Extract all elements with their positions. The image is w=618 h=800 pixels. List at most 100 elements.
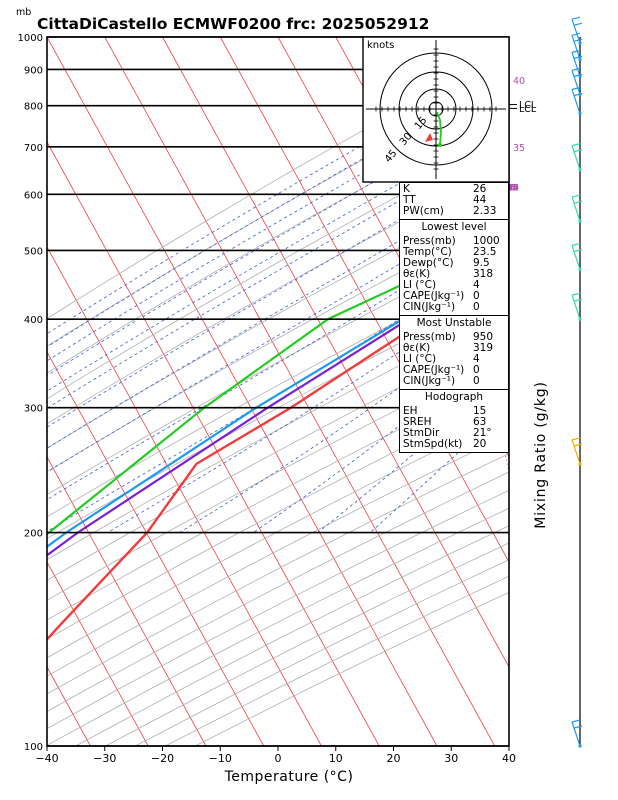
most-unstable-row: CAPE(Jkg⁻¹) 0 [403, 365, 505, 376]
most-unstable-row: Press(mb) 950 [403, 332, 505, 343]
mixing-ratio-label: 16 [507, 183, 519, 193]
most-unstable-label: θε(K) [403, 342, 431, 354]
lowest-level-label: LI (°C) [403, 279, 437, 291]
lowest-level-row: Dewp(°C) 9.5 [403, 258, 505, 269]
dry-adiabat-line [47, 471, 509, 713]
wind-barb-flag [571, 194, 581, 198]
hodograph-box: Hodograph EH 15 SREH 63 StmDir 21° StmSpd(kt) 2… [399, 389, 509, 453]
wind-barb [571, 19, 581, 44]
isotherm-line [47, 246, 322, 746]
lcl-label: LCL [519, 100, 537, 111]
x-tick-label: −10 [209, 752, 232, 765]
lowest-level-label: Temp(°C) [403, 246, 452, 258]
wind-barb-flag [573, 73, 583, 77]
summary-value: 44 [473, 194, 487, 206]
most-unstable-label: LI (°C) [403, 353, 437, 365]
x-tick-label: 20 [387, 752, 401, 765]
wind-barb-flag [571, 32, 581, 36]
most-unstable-row: LI (°C) 4 [403, 354, 505, 365]
wind-barb-flag [571, 242, 581, 247]
hodograph-value: 15 [473, 405, 487, 417]
pressure-tick-label: 600 [24, 190, 43, 201]
chart-title: CittaDiCastello ECMWF0200 frc: 202505291… [37, 15, 429, 33]
pressure-tick-label: 300 [24, 404, 43, 415]
pressure-tick-label: 800 [24, 102, 43, 113]
mixing-ratio-label: 14 [507, 183, 519, 193]
parcel-profile-line [47, 253, 509, 557]
isotherm-line [567, 37, 618, 746]
hodograph-row: StmDir 21° [403, 428, 505, 439]
mixing-ratio-label: 18 [507, 183, 519, 193]
lowest-level-label: CAPE(Jkg⁻¹) [403, 290, 465, 302]
wind-barb-flag [571, 16, 581, 20]
x-tick-label: −40 [35, 752, 58, 765]
wind-barb-flag [573, 38, 583, 42]
pressure-tick-label: 900 [24, 65, 43, 76]
mixing-ratio-label: 3 [510, 183, 516, 193]
wind-barb [571, 294, 581, 320]
lowest-level-box: Lowest level Press(mb) 1000 Temp(°C) 23.5 De… [399, 219, 509, 316]
wind-barb [571, 196, 581, 222]
dry-adiabat-line [47, 163, 509, 425]
most-unstable-value: 319 [473, 342, 494, 354]
most-unstable-value: 0 [473, 375, 480, 387]
lowest-level-value: 4 [473, 279, 480, 291]
isotherm-line [162, 37, 509, 668]
wind-barb-point [578, 744, 582, 748]
mixing-ratio-line [494, 194, 509, 259]
hodograph-label: SREH [403, 416, 432, 428]
hodograph-label: StmDir [403, 427, 440, 439]
mixing-ratio-label: 30 [507, 183, 519, 193]
wind-barb-column [571, 16, 583, 748]
wind-barb-point [578, 74, 582, 78]
parcel-profile-2-line [47, 247, 509, 549]
x-tick-label: 10 [329, 752, 343, 765]
isotherm-line [47, 37, 438, 746]
lowest-level-label: θε(K) [403, 268, 431, 280]
mixing-ratio-axis-label: Mixing Ratio (g/kg) [533, 381, 549, 528]
most-unstable-value: 4 [473, 353, 480, 365]
lowest-level-label: CIN(Jkg⁻¹) [403, 301, 456, 313]
x-tick-label: −30 [93, 752, 116, 765]
most-unstable-value: 950 [473, 331, 494, 343]
hodograph-row: EH 15 [403, 406, 505, 417]
summary-label: PW(cm) [403, 205, 444, 217]
wind-barb-point [578, 219, 582, 223]
summary-value: 2.33 [473, 205, 497, 217]
most-unstable-box: Most Unstable Press(mb) 950 θε(K) 319 LI (°C… [399, 315, 509, 390]
lowest-level-row: CIN(Jkg⁻¹) 0 [403, 302, 505, 313]
pressure-tick-label: 400 [24, 315, 43, 326]
mixing-ratio-label: 8 [510, 183, 516, 193]
lowest-level-value: 0 [473, 290, 480, 302]
lowest-level-heading: Lowest level [421, 221, 487, 233]
isotherm-line [47, 666, 91, 746]
isotherm-line [47, 456, 207, 746]
wind-barb-point [578, 267, 582, 272]
mixing-ratio-label: 4 [510, 183, 516, 193]
mixing-ratio-edge-label: 40 [513, 76, 525, 87]
wind-barb [571, 52, 581, 77]
pressure-tick-label: 200 [24, 529, 43, 540]
pressure-tick-label: 500 [24, 246, 43, 257]
x-tick-label: 40 [502, 752, 516, 765]
lowest-level-label: Dewp(°C) [403, 257, 454, 269]
isotherm-line [104, 37, 496, 746]
dry-adiabat-line [47, 394, 509, 640]
wind-barb-point [578, 317, 582, 321]
lowest-level-row: θε(K) 318 [403, 269, 505, 280]
wind-barb-flag [573, 725, 583, 729]
most-unstable-value: 0 [473, 364, 480, 376]
isotherm-line [47, 141, 380, 746]
wind-barb-flag [571, 719, 581, 723]
mixing-ratio-edge-label: 35 [513, 143, 525, 154]
wind-barb-flag [573, 55, 583, 59]
hodograph-trace [436, 111, 442, 146]
most-unstable-label: CAPE(Jkg⁻¹) [403, 364, 465, 376]
wind-barb [571, 439, 581, 465]
mixing-ratio-label: 12 [507, 183, 518, 193]
mixing-ratio-label: 10 [507, 183, 519, 193]
dry-adiabat-line [47, 215, 509, 473]
wind-barb-point [578, 168, 582, 172]
